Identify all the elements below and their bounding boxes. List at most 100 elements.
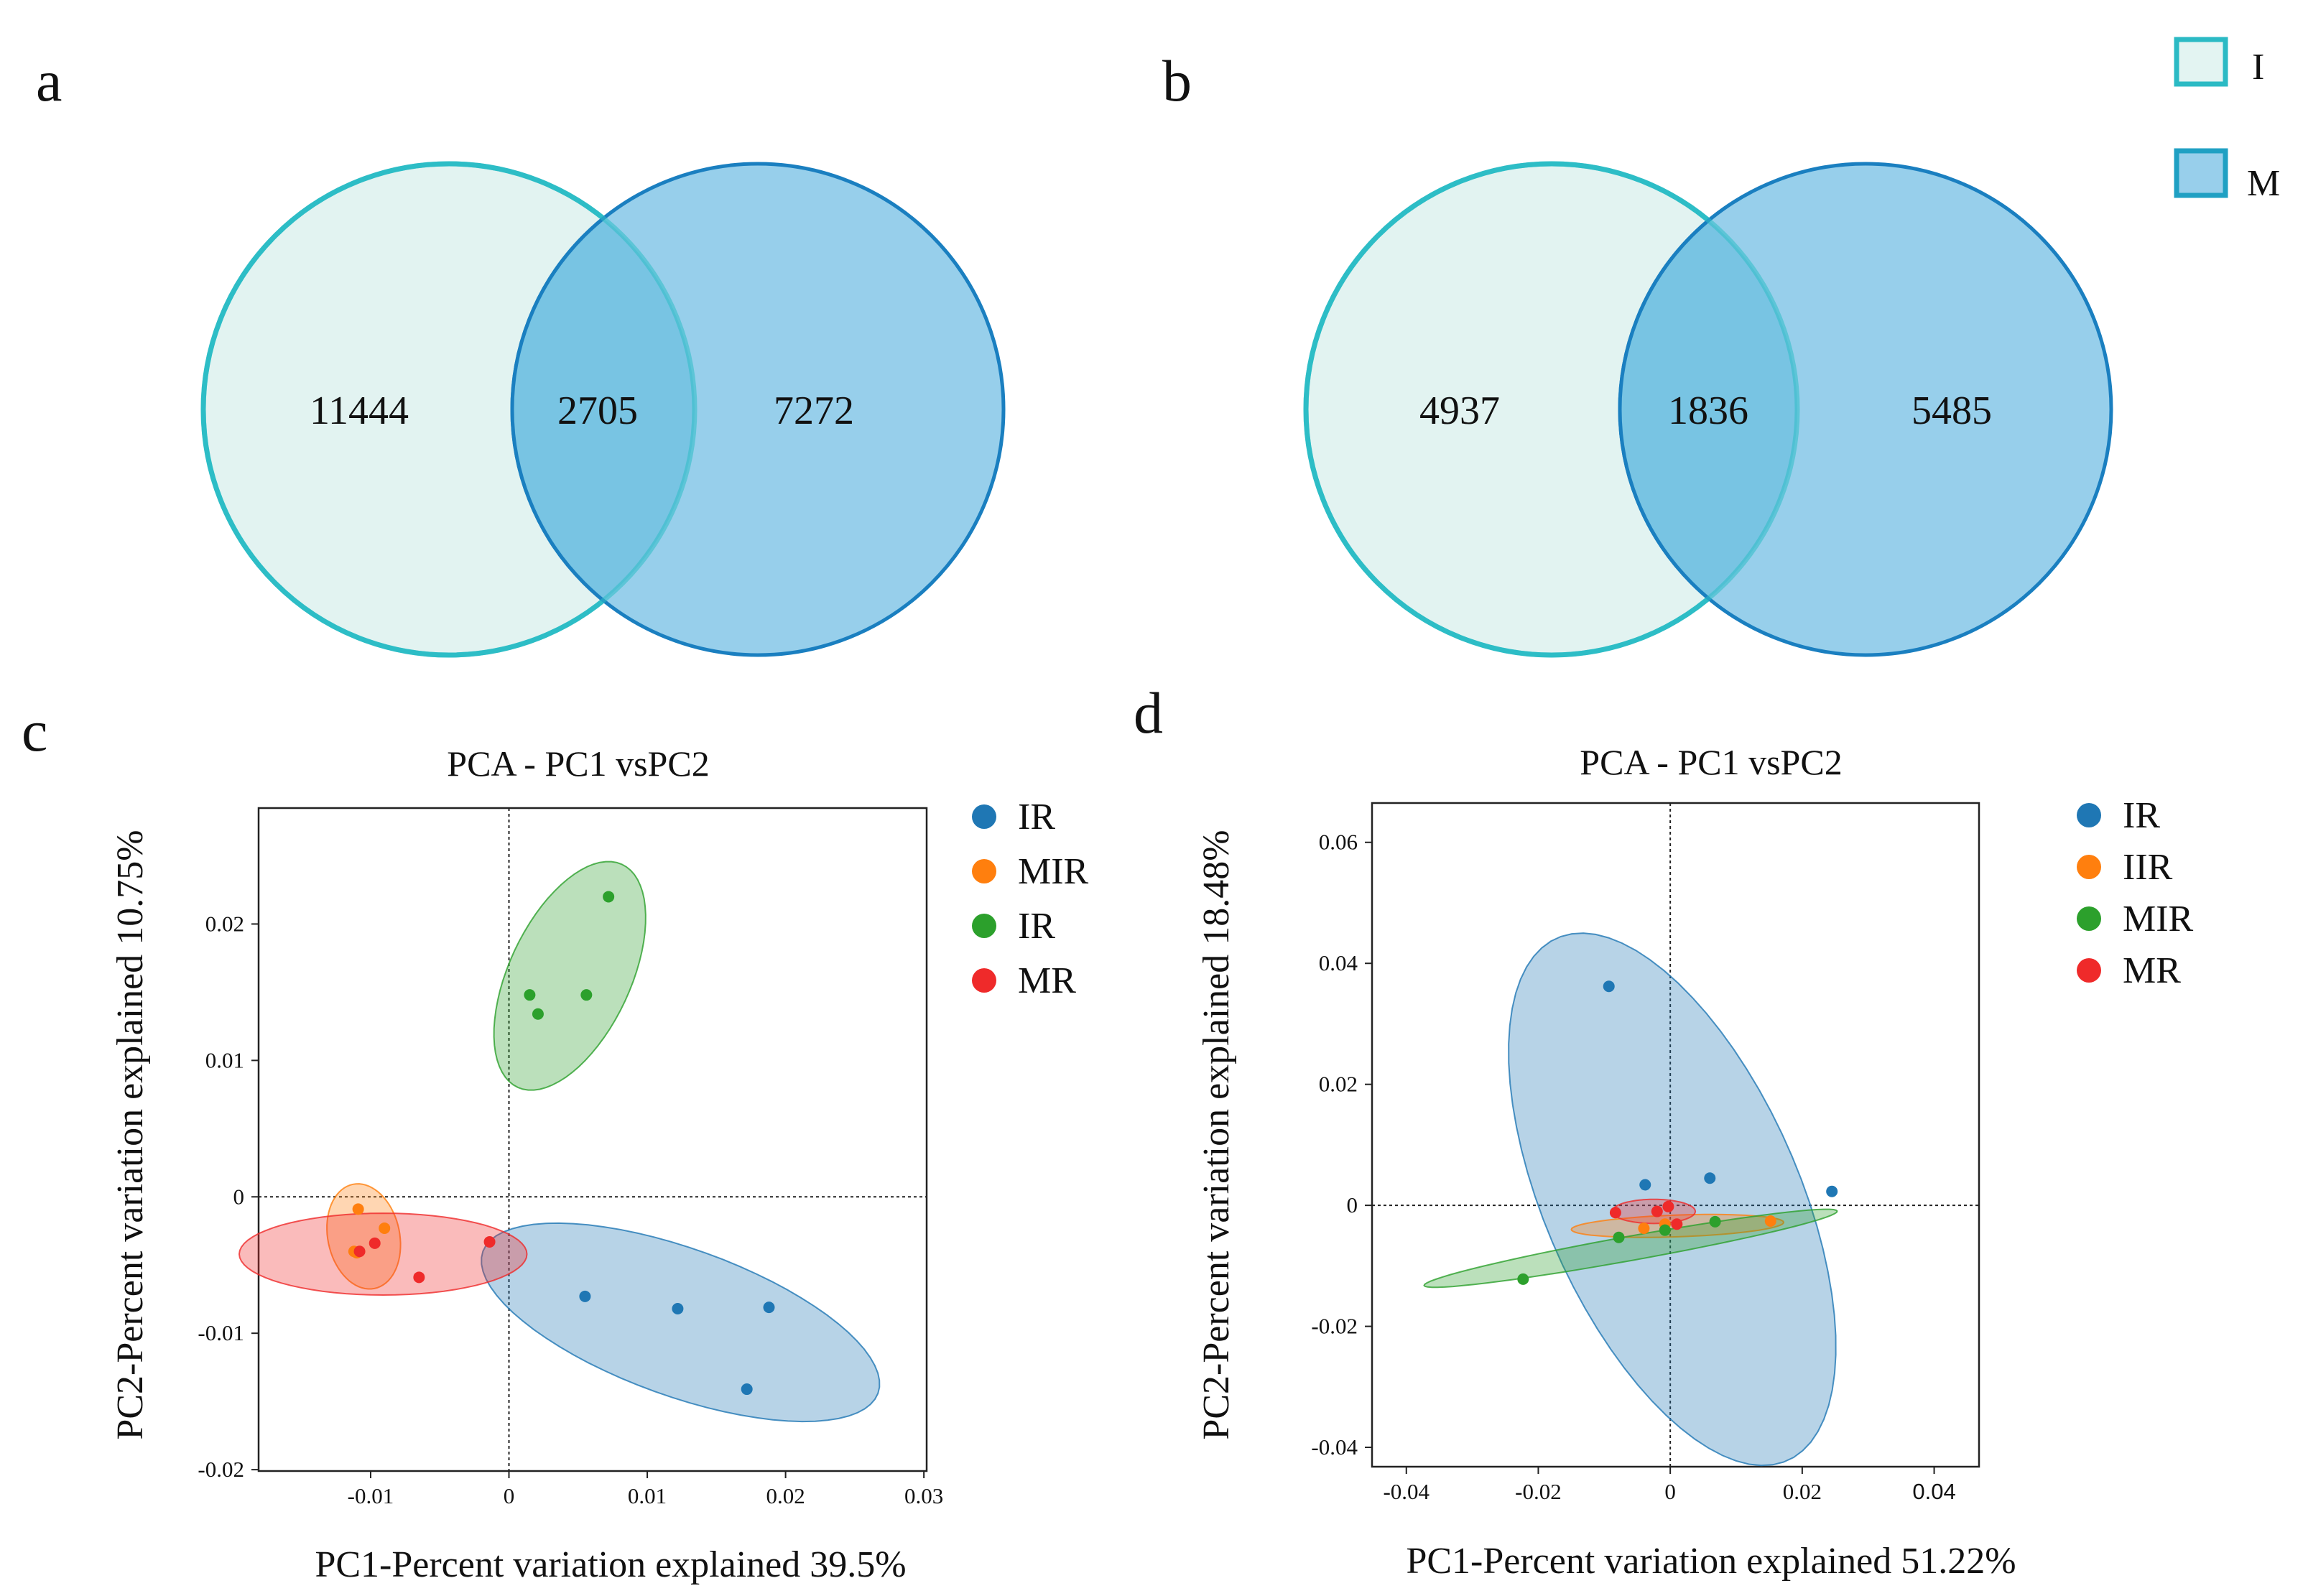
legend-marker-mir bbox=[2077, 906, 2101, 931]
venn-a-both: 2705 bbox=[557, 389, 638, 433]
legend-swatch-I bbox=[2174, 37, 2228, 87]
panel-label-b: b bbox=[1162, 48, 1192, 113]
legend-label-ir: IR bbox=[2123, 795, 2160, 836]
plot-title: PCA - PC1 vsPC2 bbox=[447, 743, 709, 784]
data-point-mir bbox=[379, 1222, 391, 1234]
legend-marker-ir bbox=[2077, 803, 2101, 827]
ellipse-mr-3 bbox=[238, 1212, 528, 1296]
legend-label-I: I bbox=[2252, 47, 2264, 88]
venn-a-set-I-outline bbox=[200, 161, 698, 658]
y-tick-label: 0.02 bbox=[205, 911, 244, 936]
x-axis-label: PC1-Percent variation explained 51.22% bbox=[1406, 1541, 2016, 1582]
y-tick-label: -0.01 bbox=[198, 1320, 244, 1345]
data-point-mir bbox=[1709, 1215, 1721, 1228]
ellipse-mir-1 bbox=[326, 1183, 402, 1290]
data-point-ir bbox=[1639, 1179, 1651, 1191]
x-tick-label: 0.02 bbox=[1783, 1479, 1822, 1504]
venn-b-both: 1836 bbox=[1668, 389, 1748, 433]
ellipse-ir-2 bbox=[493, 860, 647, 1091]
data-point-ir bbox=[741, 1383, 753, 1396]
y-axis-label: PC2-Percent variation explained 18.48% bbox=[1196, 830, 1237, 1439]
data-point-mr bbox=[1651, 1205, 1663, 1217]
plot-frame bbox=[257, 807, 928, 1472]
x-tick-label: 0 bbox=[504, 1483, 515, 1508]
x-tick-label: -0.04 bbox=[1383, 1479, 1429, 1504]
legend-marker-mr bbox=[972, 968, 996, 993]
legend-marker-mr bbox=[2077, 958, 2101, 983]
venn-b-set-I-outline bbox=[1303, 161, 1800, 658]
data-point-ir bbox=[1603, 980, 1615, 993]
ellipse-ir-0 bbox=[1508, 932, 1837, 1467]
venn-b-only-M: 5485 bbox=[1912, 389, 1992, 433]
data-point-mir bbox=[1659, 1224, 1671, 1236]
data-point-ir bbox=[763, 1302, 775, 1314]
data-point-mr bbox=[369, 1237, 381, 1249]
y-tick-label: 0 bbox=[1347, 1192, 1358, 1217]
panel-label-c: c bbox=[22, 698, 47, 764]
y-tick-label: -0.02 bbox=[198, 1457, 244, 1482]
venn-a: 11444 2705 7272 bbox=[200, 161, 1006, 658]
y-tick-label: 0 bbox=[233, 1184, 245, 1209]
legend-label-ir: IR bbox=[1018, 797, 1055, 838]
y-tick-label: -0.02 bbox=[1311, 1314, 1358, 1339]
y-tick-label: -0.04 bbox=[1311, 1434, 1358, 1460]
data-point-ir bbox=[532, 1008, 544, 1020]
data-point-iir bbox=[1764, 1215, 1776, 1228]
data-point-mr bbox=[1609, 1207, 1621, 1219]
legend-label-mir: MIR bbox=[2123, 899, 2194, 939]
legend-label-M: M bbox=[2247, 163, 2280, 204]
data-point-ir bbox=[524, 989, 536, 1001]
legend-marker-iir bbox=[2077, 855, 2101, 879]
x-tick-label: 0.04 bbox=[1912, 1479, 1955, 1504]
venn-a-only-I: 11444 bbox=[310, 389, 409, 433]
data-point-ir bbox=[672, 1302, 684, 1314]
plot-title: PCA - PC1 vsPC2 bbox=[1580, 742, 1842, 782]
venn-b-only-I: 4937 bbox=[1419, 389, 1500, 433]
y-tick-label: 0.04 bbox=[1319, 950, 1358, 975]
legend-label-iir: IIR bbox=[2123, 847, 2173, 888]
venn-a-only-M: 7272 bbox=[774, 389, 854, 433]
legend-marker-ir bbox=[972, 804, 996, 829]
x-tick-label: 0 bbox=[1664, 1479, 1676, 1504]
data-point-mr bbox=[353, 1245, 366, 1258]
venn-b: 4937 1836 5485 bbox=[1303, 161, 2113, 658]
data-point-ir bbox=[1826, 1185, 1838, 1197]
panel-label-d: d bbox=[1134, 680, 1163, 746]
data-point-mir bbox=[1613, 1231, 1625, 1243]
data-point-ir bbox=[603, 891, 615, 903]
venn-a-overlap bbox=[510, 164, 695, 655]
pca-plot-d: -0.04 -0.02 0 0.02 0.04 0.06 0.04 0.02 0 -0.02 -0.… bbox=[1196, 742, 2194, 1582]
data-point-mir bbox=[352, 1203, 364, 1215]
legend-marker-mir bbox=[972, 859, 996, 883]
panel-label-a: a bbox=[36, 48, 62, 113]
data-point-ir bbox=[1704, 1172, 1716, 1184]
legend-swatch-M bbox=[2174, 148, 2228, 198]
data-point-mr bbox=[483, 1235, 496, 1248]
venn-b-overlap bbox=[1618, 164, 1797, 655]
data-point-mir bbox=[1517, 1273, 1529, 1285]
legend-label-ir: IR bbox=[1018, 906, 1055, 947]
ellipse-ir-0 bbox=[481, 1222, 881, 1423]
x-tick-label: 0.03 bbox=[904, 1483, 943, 1508]
x-axis-label: PC1-Percent variation explained 39.5% bbox=[315, 1544, 906, 1585]
ellipse-mir-2 bbox=[1423, 1208, 1838, 1289]
data-point-iir bbox=[1638, 1222, 1650, 1235]
x-tick-label: 0.01 bbox=[628, 1483, 667, 1508]
y-tick-label: 0.06 bbox=[1319, 830, 1358, 855]
venn-legend: I M bbox=[2174, 37, 2280, 204]
data-point-mr bbox=[413, 1271, 425, 1284]
y-tick-label: 0.02 bbox=[1319, 1072, 1358, 1097]
y-axis-label: PC2-Percent variation explained 10.75% bbox=[110, 830, 151, 1439]
legend-label-mr: MR bbox=[2123, 950, 2181, 991]
x-tick-label: 0.02 bbox=[766, 1483, 805, 1508]
data-point-ir bbox=[580, 989, 593, 1001]
pca-plot-c: -0.01 0 0.01 0.02 0.03 0.02 0.01 0 -0.01 -0.02 PCA… bbox=[110, 743, 1089, 1585]
x-tick-label: -0.02 bbox=[1515, 1479, 1562, 1504]
y-tick-label: 0.01 bbox=[205, 1047, 244, 1072]
legend-label-mr: MR bbox=[1018, 960, 1076, 1001]
legend-label-mir: MIR bbox=[1018, 851, 1089, 892]
legend-marker-ir bbox=[972, 914, 996, 938]
plot-frame bbox=[1371, 802, 1980, 1468]
data-point-ir bbox=[579, 1290, 591, 1302]
x-tick-label: -0.01 bbox=[348, 1483, 394, 1508]
